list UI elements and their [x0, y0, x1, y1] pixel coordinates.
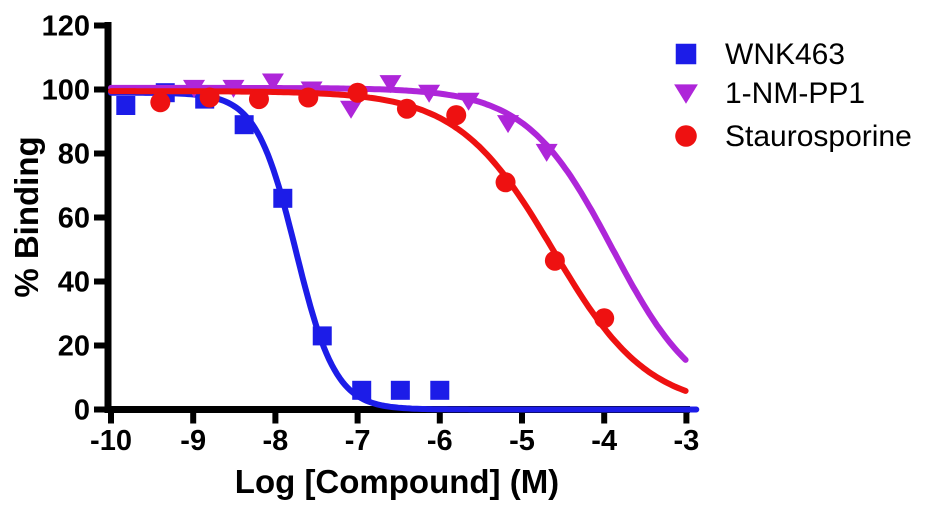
y-axis-title: % Binding [8, 136, 45, 297]
marker-Staurosporine-5 [396, 98, 417, 119]
marker-1-NM-PP1-2 [261, 73, 284, 92]
legend-label-1-NM-PP1: 1-NM-PP1 [725, 77, 865, 110]
legend-item-Staurosporine: Staurosporine [675, 120, 912, 153]
marker-Staurosporine-0 [150, 92, 171, 113]
x-tick-label--5: -5 [509, 425, 535, 457]
legend-marker-WNK463 [675, 43, 697, 65]
legend-marker-Staurosporine [675, 125, 697, 147]
y-tick-label-80: 80 [58, 139, 90, 171]
legend-label-Staurosporine: Staurosporine [725, 120, 912, 153]
legend-item-WNK463: WNK463 [675, 38, 845, 71]
x-axis-title: Log [Compound] (M) [235, 463, 559, 500]
marker-WNK463-0 [116, 96, 136, 115]
marker-1-NM-PP1-6 [418, 84, 441, 103]
y-tick-label-20: 20 [58, 331, 90, 363]
legend-item-1-NM-PP1: 1-NM-PP1 [674, 77, 865, 110]
marker-1-NM-PP1-9 [535, 143, 558, 162]
marker-Staurosporine-1 [199, 87, 220, 108]
y-tick-label-60: 60 [58, 203, 90, 235]
marker-Staurosporine-4 [347, 82, 368, 103]
y-tick-label-0: 0 [74, 395, 90, 427]
marker-Staurosporine-2 [248, 89, 269, 110]
x-tick-label--8: -8 [263, 425, 289, 457]
marker-WNK463-6 [352, 380, 372, 400]
x-tick-label--10: -10 [90, 425, 132, 457]
marker-1-NM-PP1-7 [457, 92, 480, 111]
marker-Staurosporine-6 [446, 105, 467, 126]
marker-WNK463-4 [273, 188, 293, 208]
marker-WNK463-3 [234, 115, 254, 135]
legend-label-WNK463: WNK463 [725, 38, 845, 71]
marker-Staurosporine-8 [544, 250, 565, 271]
y-tick-label-40: 40 [58, 267, 90, 299]
x-tick-label--7: -7 [345, 425, 371, 457]
marker-Staurosporine-7 [495, 172, 516, 193]
y-tick-label-100: 100 [42, 75, 90, 107]
marker-WNK463-8 [430, 380, 450, 400]
curve-WNK463 [108, 89, 700, 413]
x-tick-label--6: -6 [427, 425, 453, 457]
marker-1-NM-PP1-8 [497, 115, 520, 134]
marker-WNK463-5 [312, 326, 332, 346]
x-tick-label--9: -9 [180, 425, 206, 457]
marker-WNK463-7 [390, 380, 410, 400]
x-tick-label--4: -4 [591, 425, 617, 457]
curve-1-NM-PP1 [108, 84, 689, 363]
x-tick-label--3: -3 [674, 425, 700, 457]
marker-Staurosporine-3 [298, 87, 319, 108]
y-tick-label-120: 120 [42, 11, 90, 43]
marker-Staurosporine-9 [594, 308, 615, 329]
curve-Staurosporine [108, 88, 689, 394]
marker-1-NM-PP1-4 [340, 100, 363, 119]
marker-1-NM-PP1-5 [379, 75, 402, 94]
legend-marker-1-NM-PP1 [674, 84, 698, 104]
